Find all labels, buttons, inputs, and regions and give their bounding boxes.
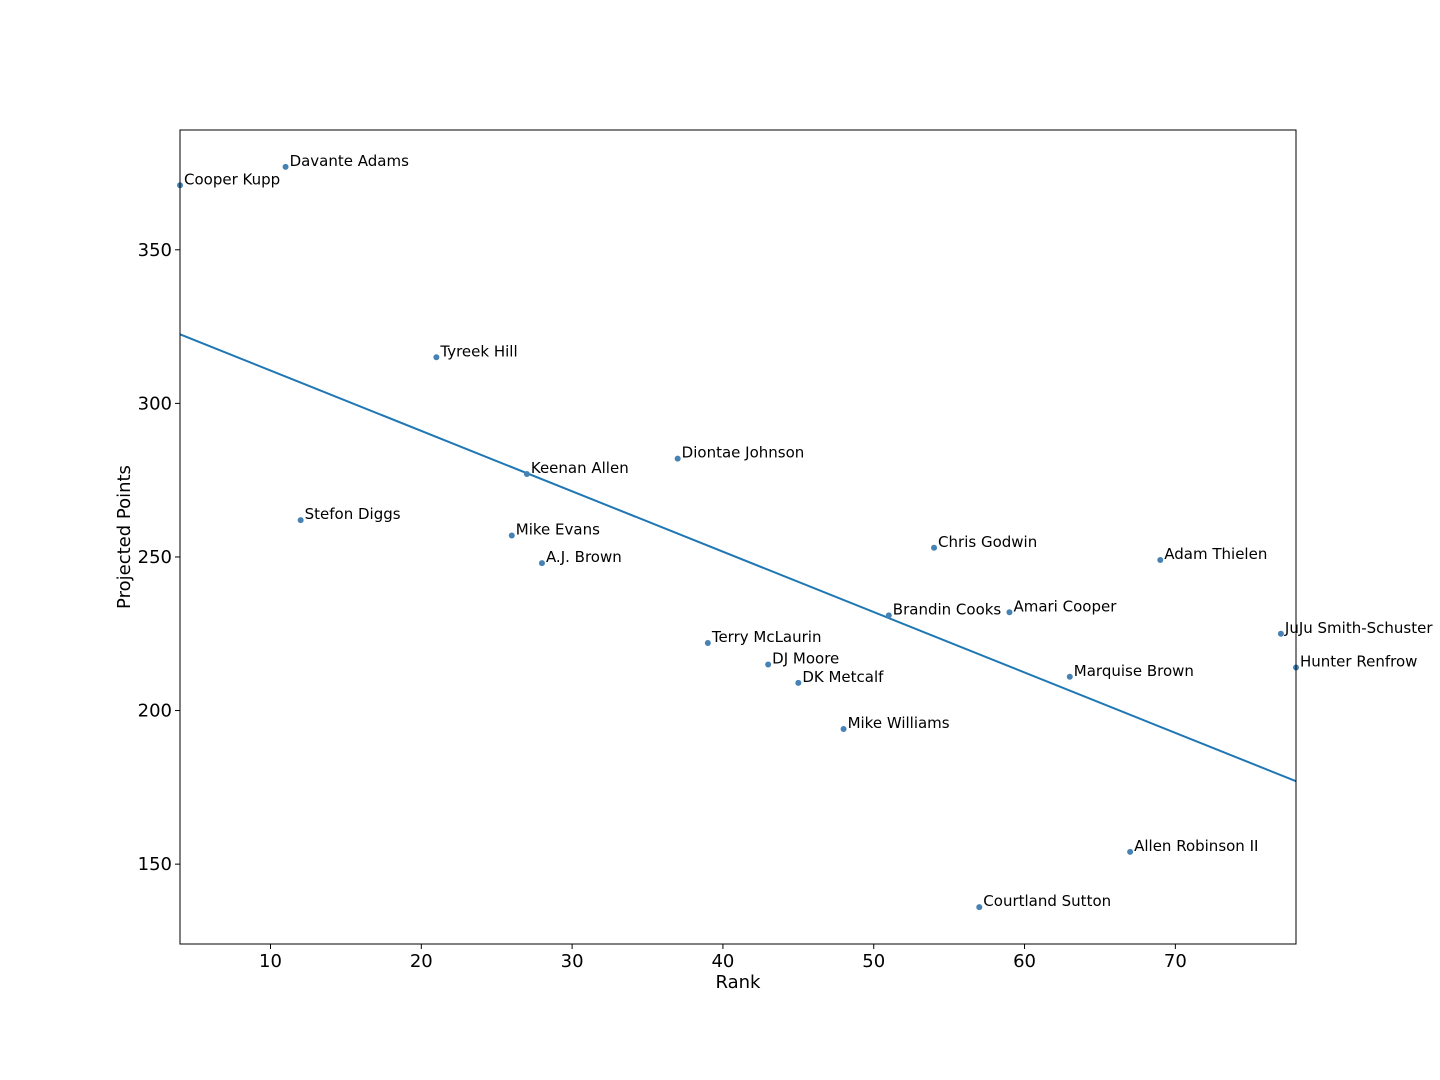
- point-label: Brandin Cooks: [893, 600, 1002, 618]
- data-point: [297, 517, 304, 524]
- x-tick-label: 40: [711, 951, 734, 972]
- point-label: Stefon Diggs: [305, 505, 401, 523]
- data-point: [1066, 673, 1073, 680]
- data-point: [508, 532, 515, 539]
- y-tick-label: 250: [138, 547, 172, 568]
- point-label: Amari Cooper: [1013, 597, 1117, 615]
- point-label: Hunter Renfrow: [1300, 653, 1417, 671]
- x-tick-label: 20: [410, 951, 433, 972]
- x-tick-label: 60: [1013, 951, 1036, 972]
- data-point: [765, 661, 772, 668]
- point-label: Marquise Brown: [1074, 662, 1194, 680]
- data-point: [795, 679, 802, 686]
- point-label: Diontae Johnson: [682, 444, 805, 462]
- point-label: Mike Williams: [848, 714, 950, 732]
- y-tick-label: 200: [138, 701, 172, 722]
- data-point: [674, 455, 681, 462]
- data-point: [1006, 609, 1013, 616]
- data-point: [523, 471, 530, 478]
- data-point: [840, 725, 847, 732]
- x-tick-label: 50: [862, 951, 885, 972]
- x-tick-label: 30: [561, 951, 584, 972]
- point-label: Davante Adams: [290, 152, 410, 170]
- x-axis-title: Rank: [716, 972, 762, 993]
- data-point: [538, 560, 545, 567]
- trend-line: [179, 333, 1297, 783]
- point-label: Courtland Sutton: [983, 892, 1111, 910]
- point-label: Keenan Allen: [531, 459, 629, 477]
- y-tick-label: 350: [138, 240, 172, 261]
- point-label: JuJu Smith-Schuster: [1284, 619, 1433, 637]
- data-point: [433, 354, 440, 361]
- data-point: [931, 544, 938, 551]
- point-label: Mike Evans: [516, 520, 600, 538]
- x-tick-label: 10: [259, 951, 282, 972]
- point-label: Adam Thielen: [1164, 545, 1267, 563]
- point-label: A.J. Brown: [546, 548, 622, 566]
- point-label: DK Metcalf: [802, 668, 884, 686]
- data-point: [704, 639, 711, 646]
- data-point: [1277, 630, 1284, 637]
- point-label: Terry McLaurin: [711, 628, 822, 646]
- plot-frame: [179, 129, 1297, 945]
- y-axis-title: Projected Points: [114, 465, 135, 609]
- point-label: DJ Moore: [772, 649, 839, 667]
- plot-area: Cooper Kupp Davante Adams Stefon Diggs Tyre…: [177, 152, 1433, 911]
- x-tick-label: 70: [1164, 951, 1187, 972]
- point-label: Cooper Kupp: [184, 170, 280, 188]
- y-tick-label: 300: [138, 393, 172, 414]
- x-axis: 10 20 30 40 50 60 70: [259, 944, 1187, 972]
- data-point: [1127, 848, 1134, 855]
- point-label: Allen Robinson II: [1134, 837, 1258, 855]
- y-axis: 150 200 250 300 350: [138, 240, 180, 875]
- point-label: Chris Godwin: [938, 533, 1037, 551]
- y-tick-label: 150: [138, 854, 172, 875]
- data-point: [885, 612, 892, 619]
- data-point: [1157, 557, 1164, 564]
- point-label: Tyreek Hill: [439, 342, 517, 360]
- data-point: [282, 163, 289, 170]
- data-point: [976, 904, 983, 911]
